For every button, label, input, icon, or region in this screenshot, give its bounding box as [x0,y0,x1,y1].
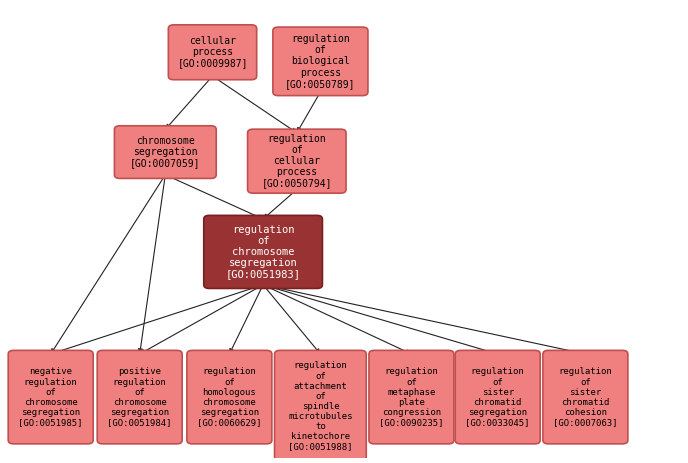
Text: regulation
of
metaphase
plate
congression
[GO:0090235]: regulation of metaphase plate congressio… [379,368,444,427]
FancyBboxPatch shape [369,350,454,444]
FancyBboxPatch shape [8,350,93,444]
FancyBboxPatch shape [204,215,323,288]
FancyBboxPatch shape [97,350,182,444]
Text: regulation
of
attachment
of
spindle
microtubules
to
kinetochore
[GO:0051988]: regulation of attachment of spindle micr… [288,362,353,451]
Text: cellular
process
[GO:0009987]: cellular process [GO:0009987] [178,36,248,69]
FancyBboxPatch shape [455,350,540,444]
Text: regulation
of
sister
chromatid
segregation
[GO:0033045]: regulation of sister chromatid segregati… [466,368,530,427]
Text: chromosome
segregation
[GO:0007059]: chromosome segregation [GO:0007059] [130,136,201,168]
Text: regulation
of
biological
process
[GO:0050789]: regulation of biological process [GO:005… [285,34,356,89]
FancyBboxPatch shape [248,129,346,193]
FancyBboxPatch shape [114,126,216,178]
FancyBboxPatch shape [169,25,257,80]
Text: regulation
of
chromosome
segregation
[GO:0051983]: regulation of chromosome segregation [GO… [226,225,301,279]
FancyBboxPatch shape [273,27,368,95]
Text: regulation
of
sister
chromatid
cohesion
[GO:0007063]: regulation of sister chromatid cohesion … [553,368,618,427]
FancyBboxPatch shape [543,350,628,444]
FancyBboxPatch shape [275,350,366,462]
Text: regulation
of
homologous
chromosome
segregation
[GO:0060629]: regulation of homologous chromosome segr… [197,368,261,427]
Text: positive
regulation
of
chromosome
segregation
[GO:0051984]: positive regulation of chromosome segreg… [107,368,172,427]
FancyBboxPatch shape [187,350,272,444]
Text: regulation
of
cellular
process
[GO:0050794]: regulation of cellular process [GO:00507… [261,134,332,188]
Text: negative
regulation
of
chromosome
segregation
[GO:0051985]: negative regulation of chromosome segreg… [19,368,83,427]
